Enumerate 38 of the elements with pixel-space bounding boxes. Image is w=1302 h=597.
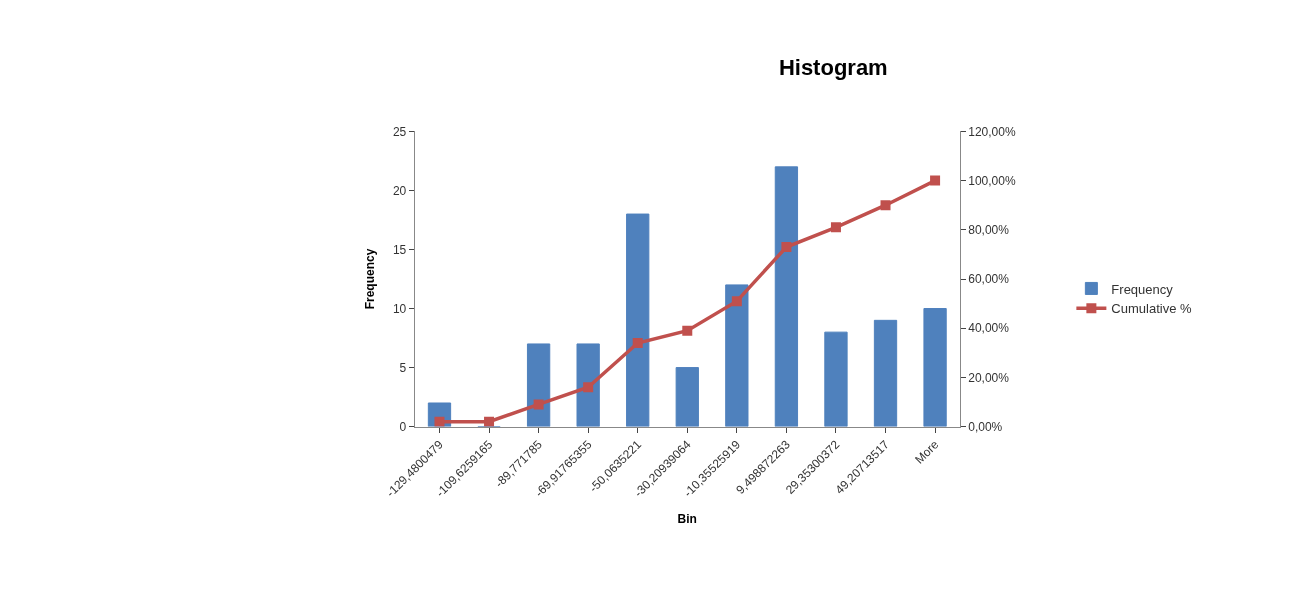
- y2-tick-label: 120,00%: [968, 124, 1016, 139]
- y-axis-title: Frequency: [363, 248, 378, 310]
- y2-tick-label: 80,00%: [968, 223, 1010, 237]
- bar: [725, 284, 749, 427]
- y2-tick-label: 40,00%: [968, 321, 1010, 336]
- bar: [675, 367, 699, 427]
- y2-tick-label: 20,00%: [968, 370, 1010, 385]
- legend-label: Cumulative %: [1111, 301, 1193, 317]
- legend-label: Frequency: [1111, 281, 1174, 297]
- y-tick-label: 10: [392, 301, 407, 316]
- bar: [923, 308, 947, 427]
- point: [434, 416, 445, 427]
- y2-tick-label: 100,00%: [968, 173, 1016, 188]
- point: [830, 222, 841, 233]
- bar: [576, 343, 600, 427]
- point: [682, 325, 693, 336]
- x-axis-title: Bin: [677, 511, 697, 526]
- y-tick-label: 25: [392, 124, 407, 139]
- bar: [774, 166, 799, 427]
- point: [731, 296, 742, 307]
- point: [583, 382, 594, 393]
- y2-tick-label: 60,00%: [968, 272, 1010, 287]
- point: [533, 399, 544, 410]
- bar: [873, 319, 898, 427]
- chart-title: Histogram: [778, 55, 888, 81]
- bar: [626, 213, 650, 427]
- y-tick-label: 20: [392, 183, 407, 198]
- point: [880, 200, 891, 211]
- point: [632, 337, 643, 348]
- bar: [526, 343, 551, 427]
- y-tick-label: 5: [399, 360, 407, 375]
- bar: [824, 331, 848, 427]
- point: [930, 175, 941, 186]
- y-tick-label: 15: [392, 242, 407, 257]
- point: [484, 416, 495, 427]
- y2-tick-label: 0,00%: [968, 419, 1003, 434]
- point: [781, 242, 792, 253]
- y-tick-label: 0: [399, 419, 407, 434]
